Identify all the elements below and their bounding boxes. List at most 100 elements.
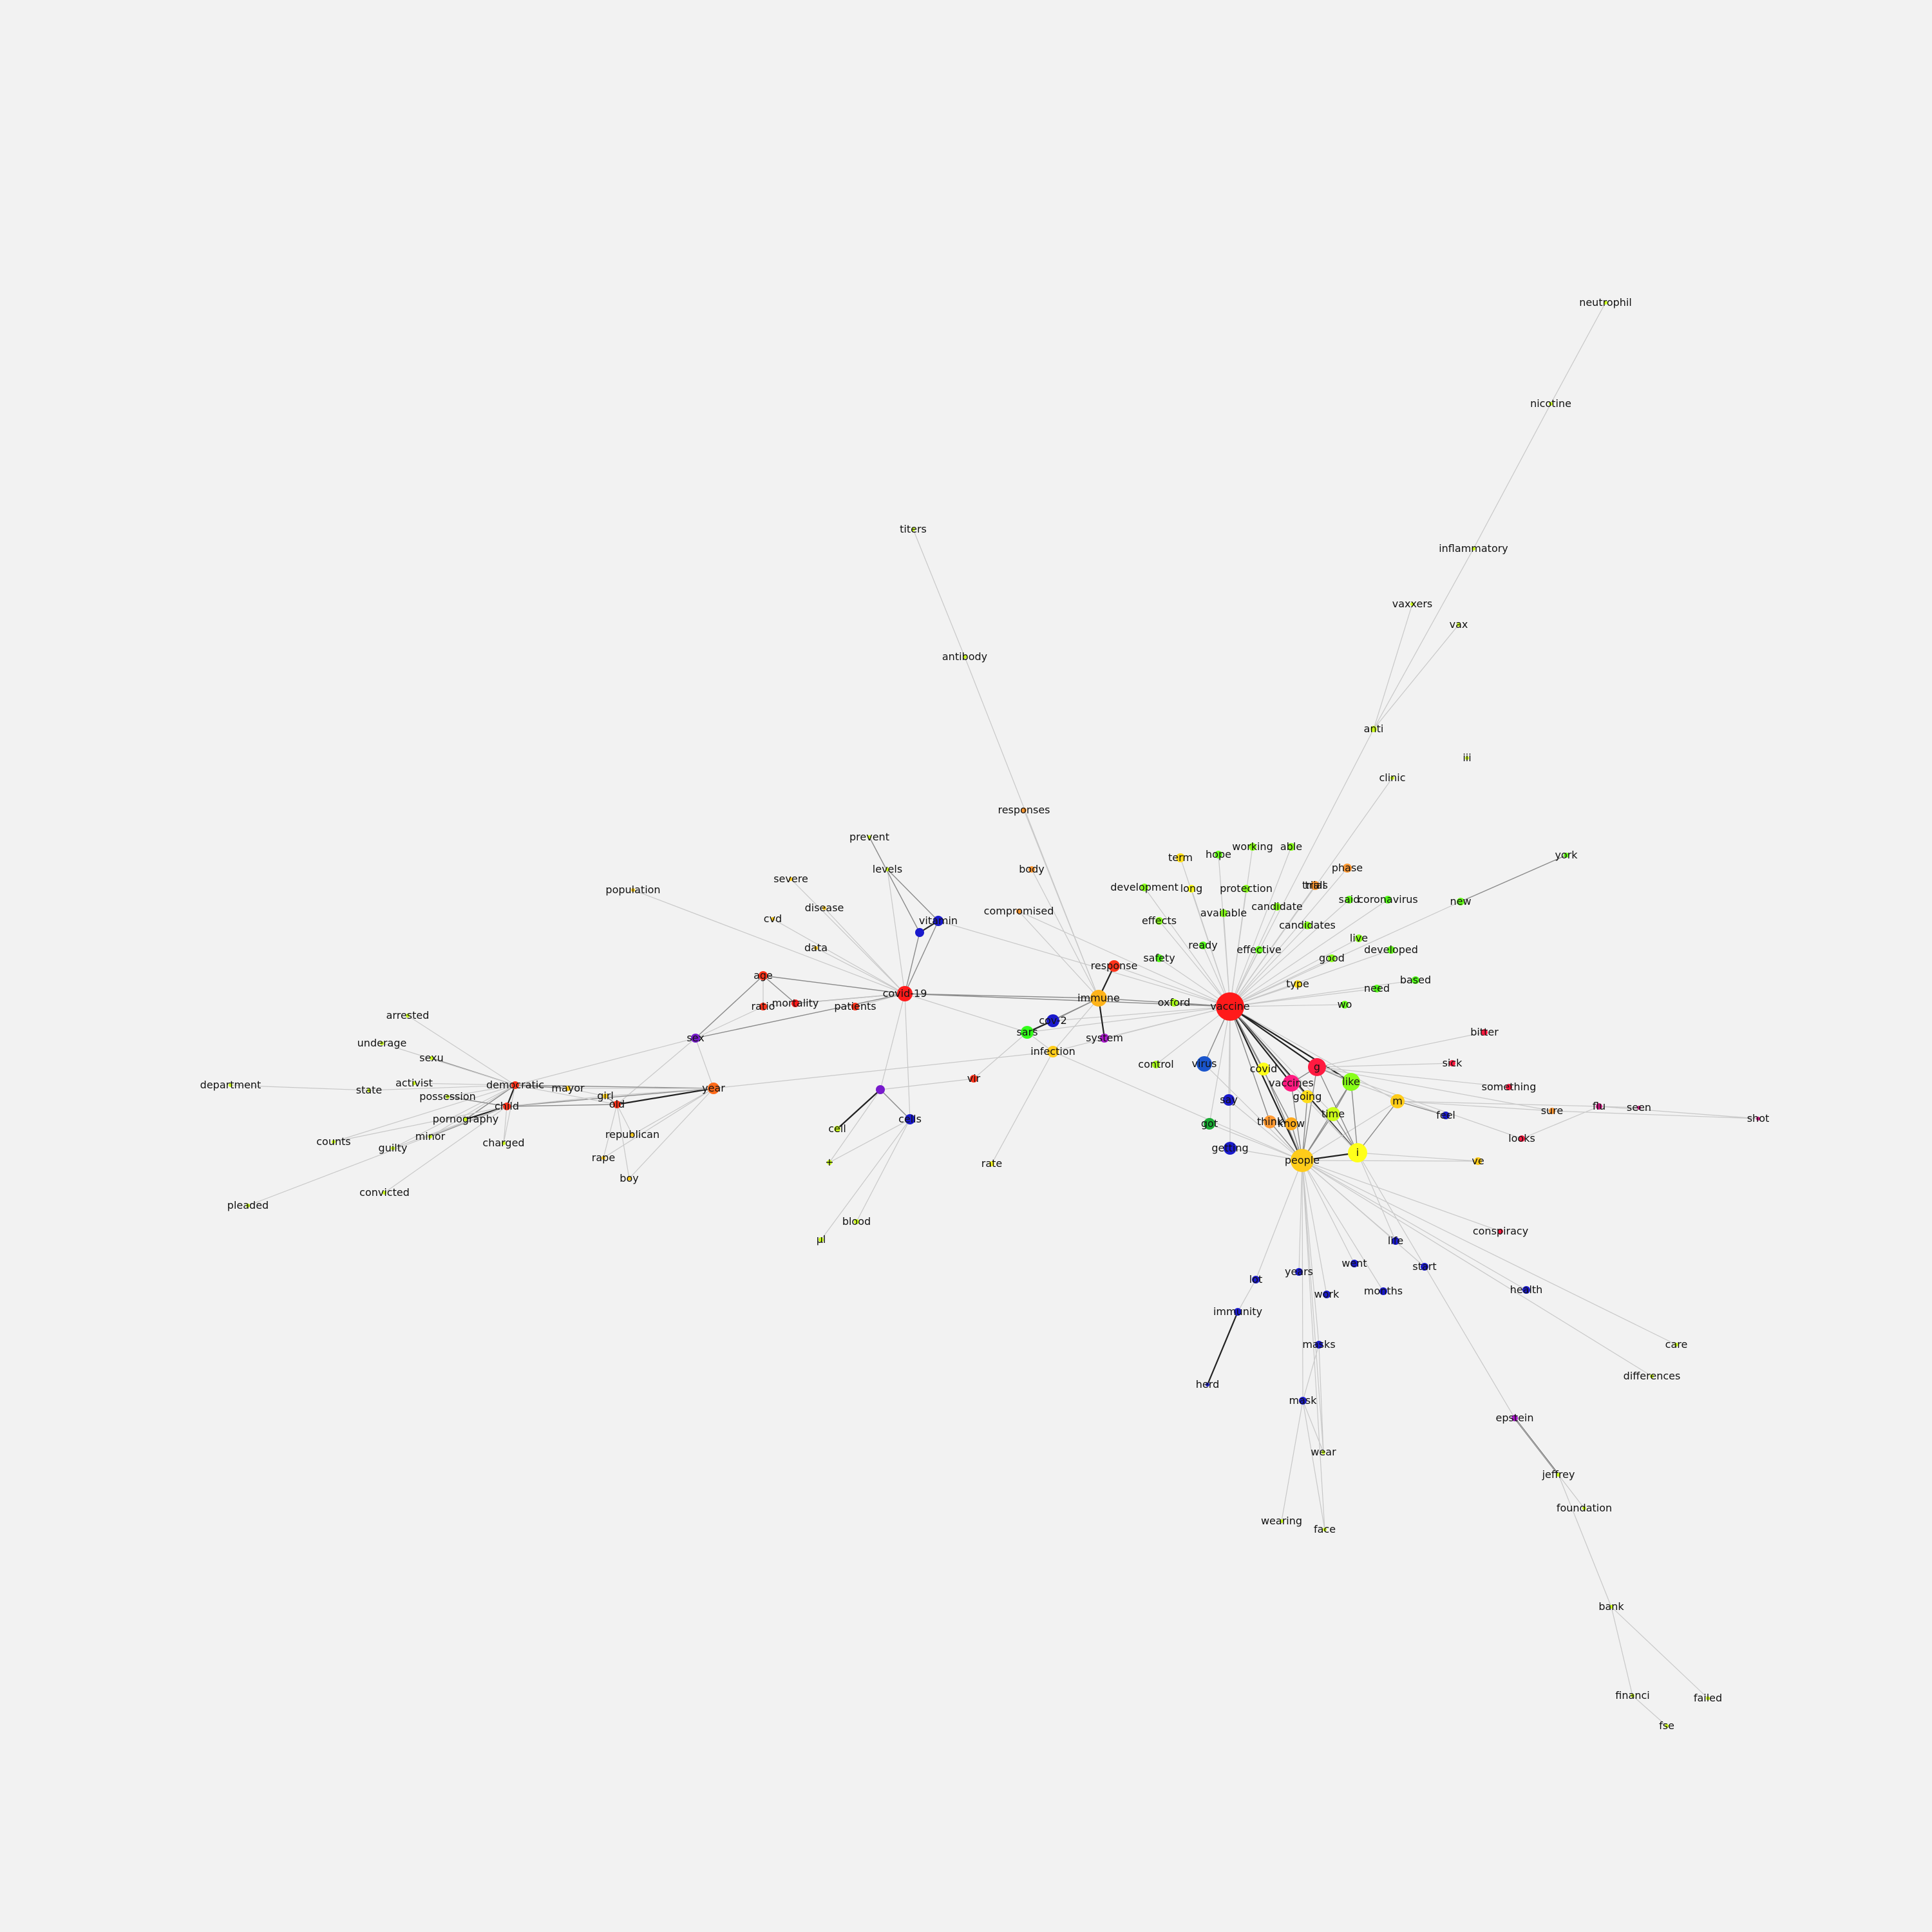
node-label-girl: girl (597, 1090, 614, 1102)
node-label-neutrophil: neutrophil (1579, 296, 1632, 308)
node-guilty (391, 1146, 395, 1150)
node-cell (834, 1126, 840, 1132)
edge-covid19-vitb (904, 932, 920, 994)
edge-old-rape (603, 1104, 618, 1159)
edge-i-ve (1357, 1152, 1479, 1162)
edge-vaccine-candidate (1229, 906, 1278, 1007)
node-label-year: year (702, 1082, 725, 1094)
edge-vaccine-candidates (1229, 925, 1308, 1007)
node-inflammatory (1472, 547, 1475, 551)
edge-democratic-arrested (407, 1015, 516, 1086)
node-going (1301, 1090, 1314, 1103)
node-label-titers: titers (900, 523, 927, 535)
node-people (1291, 1149, 1314, 1172)
node-boy (627, 1177, 631, 1180)
edge-vaccine-long (1191, 888, 1231, 1007)
node-label-effects: effects (1142, 914, 1177, 927)
node-label-foundation: foundation (1557, 1502, 1612, 1514)
node-face (1323, 1528, 1327, 1531)
edge-people-g (1302, 1066, 1318, 1161)
edge-new-york (1460, 855, 1567, 902)
node-sexu (430, 1056, 433, 1060)
edge-covid19-population (632, 889, 905, 994)
edge-vir-sars (973, 1032, 1028, 1079)
node-compromised (1016, 909, 1021, 914)
node-age (759, 971, 768, 980)
edge-covid19-ratio (762, 993, 905, 1007)
node-label-sex: sex (687, 1032, 704, 1044)
node-available (1220, 909, 1227, 917)
node-label-infection: infection (1030, 1045, 1075, 1057)
edge-immune-responses (1023, 810, 1099, 999)
node-year (708, 1083, 719, 1094)
node-foundation (1582, 1506, 1586, 1510)
node-label-underage: underage (357, 1037, 407, 1049)
edge-vaccine-phase (1229, 867, 1348, 1007)
node-state (367, 1088, 371, 1092)
node-label-covid19: covid-19 (883, 987, 927, 999)
node-label-inflammatory: inflammatory (1439, 542, 1508, 554)
node-old (613, 1101, 621, 1108)
edge-mask-face (1302, 1400, 1325, 1530)
edge-vaccine-response (1113, 965, 1231, 1007)
edge-covid19-cellhub (880, 993, 905, 1090)
node-vaccine (1216, 992, 1244, 1021)
node-system (1100, 1034, 1109, 1043)
edge-sars-covid19 (904, 993, 1028, 1033)
node-label-conspiracy: conspiracy (1473, 1225, 1528, 1237)
edge-g-sick (1316, 1063, 1453, 1068)
node-label-work: work (1314, 1288, 1340, 1300)
node-minor (428, 1135, 432, 1139)
node-label-flu: flu (1593, 1100, 1605, 1112)
edge-democratic-charged (503, 1084, 516, 1144)
node-sars (1021, 1026, 1034, 1039)
node-label-financi: financi (1615, 1689, 1649, 1701)
node-democratic (511, 1081, 519, 1089)
node-activist (412, 1081, 416, 1085)
node-label-think: think (1257, 1115, 1283, 1128)
node-mayor (565, 1086, 571, 1091)
edge-mayor-girl (567, 1088, 606, 1097)
node-label-based: based (1400, 974, 1431, 986)
edge-covid19-levels (887, 869, 905, 994)
node-label-available: available (1200, 907, 1247, 919)
node-counts (332, 1140, 336, 1144)
node-label-lot: lot (1249, 1273, 1263, 1285)
edge-vir-cellhub (880, 1078, 974, 1090)
edge-people-lot (1255, 1160, 1303, 1280)
node-iii (1465, 756, 1469, 760)
node-infection (1047, 1046, 1059, 1057)
node-life (1392, 1237, 1399, 1245)
node-covid (1257, 1063, 1270, 1075)
node-label-effective: effective (1236, 943, 1282, 956)
node-label-vitamin: vitamin (919, 914, 958, 927)
node-label-epstein: epstein (1495, 1412, 1533, 1424)
node-mask (1299, 1397, 1307, 1405)
node-label-possession: possession (419, 1090, 476, 1103)
node-label-mu: µl (817, 1233, 826, 1245)
node-label-ready: ready (1188, 939, 1218, 951)
edge-anti-vaxxers (1373, 603, 1413, 730)
node-levels (886, 867, 889, 871)
edge-child-old (506, 1104, 618, 1107)
node-possession (446, 1095, 450, 1099)
node-label-wearing: wearing (1261, 1515, 1302, 1527)
node-label-people: people (1285, 1154, 1320, 1166)
node-label-seen: seen (1627, 1101, 1651, 1113)
node-label-disease: disease (805, 902, 844, 914)
edge-people-covid (1263, 1068, 1303, 1161)
node-label-got: got (1201, 1117, 1218, 1130)
node-cvd (771, 917, 775, 921)
node-underage (380, 1041, 384, 1045)
node-label-republican: republican (605, 1128, 659, 1141)
node-label-severe: severe (773, 873, 808, 885)
edge-infection-rate (991, 1051, 1054, 1164)
node-bank (1609, 1605, 1613, 1609)
edge-vaccine-based (1229, 980, 1416, 1007)
edge-child-counts (333, 1106, 507, 1142)
node-cellhub (876, 1085, 885, 1094)
node-g (1308, 1058, 1326, 1076)
node-label-convicted: convicted (359, 1186, 410, 1198)
node-department (229, 1083, 232, 1087)
edge-m-sure (1397, 1101, 1553, 1112)
